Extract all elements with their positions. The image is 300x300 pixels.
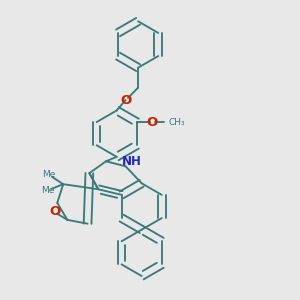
Text: Me: Me (41, 186, 54, 195)
Text: Me: Me (42, 170, 55, 179)
Text: O: O (49, 205, 61, 218)
Text: CH₃: CH₃ (169, 118, 185, 127)
Text: O: O (146, 116, 157, 129)
Text: O: O (120, 94, 131, 106)
Text: NH: NH (122, 155, 142, 168)
